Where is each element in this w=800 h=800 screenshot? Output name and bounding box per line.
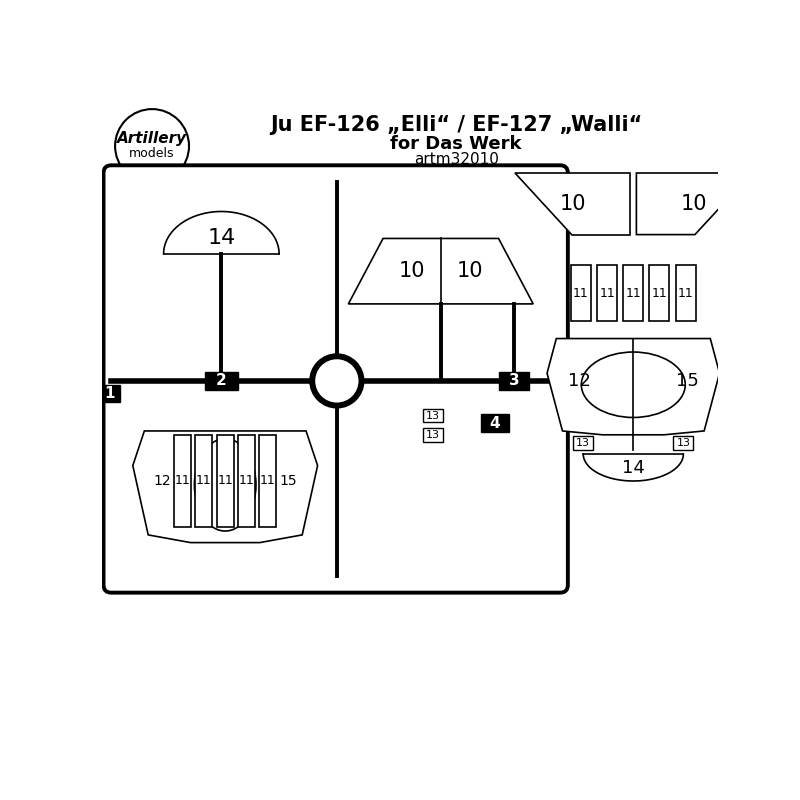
Bar xyxy=(238,434,255,527)
Text: 10: 10 xyxy=(559,194,586,214)
Bar xyxy=(217,434,234,527)
Text: 11: 11 xyxy=(239,474,254,487)
Polygon shape xyxy=(133,431,318,542)
Polygon shape xyxy=(547,338,719,435)
Polygon shape xyxy=(349,238,534,304)
Text: 11: 11 xyxy=(218,474,233,487)
Bar xyxy=(650,266,670,321)
FancyBboxPatch shape xyxy=(103,166,568,593)
Text: 10: 10 xyxy=(457,261,483,281)
Text: 10: 10 xyxy=(398,261,425,281)
Bar xyxy=(498,372,530,390)
Text: 12: 12 xyxy=(154,474,171,488)
Bar xyxy=(597,266,617,321)
Text: artm32010: artm32010 xyxy=(414,152,498,166)
Text: 14: 14 xyxy=(207,229,235,249)
Text: Ju EF-126 „Elli“ / EF-127 „Walli“: Ju EF-126 „Elli“ / EF-127 „Walli“ xyxy=(270,115,642,135)
Circle shape xyxy=(312,356,362,406)
Text: 11: 11 xyxy=(196,474,211,487)
Bar xyxy=(423,409,443,422)
Text: 12: 12 xyxy=(568,372,591,390)
Bar xyxy=(423,428,443,442)
Bar xyxy=(259,434,276,527)
Text: 3: 3 xyxy=(509,374,519,388)
Text: 11: 11 xyxy=(175,474,190,487)
Text: 13: 13 xyxy=(426,410,440,421)
Bar xyxy=(571,266,591,321)
Text: 11: 11 xyxy=(626,286,641,300)
Text: 14: 14 xyxy=(622,458,645,477)
Text: 4: 4 xyxy=(490,416,500,430)
Text: 13: 13 xyxy=(576,438,590,448)
Text: 11: 11 xyxy=(260,474,275,487)
Bar xyxy=(205,372,238,390)
Text: for Das Werk: for Das Werk xyxy=(390,134,522,153)
Bar xyxy=(481,414,509,433)
Polygon shape xyxy=(163,211,279,254)
Text: Artillery: Artillery xyxy=(117,131,187,146)
Bar xyxy=(676,266,696,321)
Text: 10: 10 xyxy=(681,194,707,214)
Ellipse shape xyxy=(582,352,686,418)
Text: 15: 15 xyxy=(279,474,297,488)
Polygon shape xyxy=(514,173,630,234)
Text: 13: 13 xyxy=(426,430,440,440)
Polygon shape xyxy=(636,173,752,234)
Bar xyxy=(195,434,212,527)
Bar xyxy=(174,434,191,527)
Text: 1: 1 xyxy=(105,386,115,401)
Text: 11: 11 xyxy=(573,286,589,300)
Bar xyxy=(674,436,694,450)
Text: 11: 11 xyxy=(678,286,694,300)
Text: 13: 13 xyxy=(676,438,690,448)
Text: 2: 2 xyxy=(216,374,226,388)
Text: models: models xyxy=(130,147,175,160)
Bar xyxy=(574,436,594,450)
Text: 11: 11 xyxy=(599,286,615,300)
Polygon shape xyxy=(583,454,683,481)
Ellipse shape xyxy=(194,438,256,531)
Text: 15: 15 xyxy=(676,372,698,390)
Text: 11: 11 xyxy=(652,286,667,300)
Bar xyxy=(99,385,121,402)
Bar xyxy=(623,266,643,321)
